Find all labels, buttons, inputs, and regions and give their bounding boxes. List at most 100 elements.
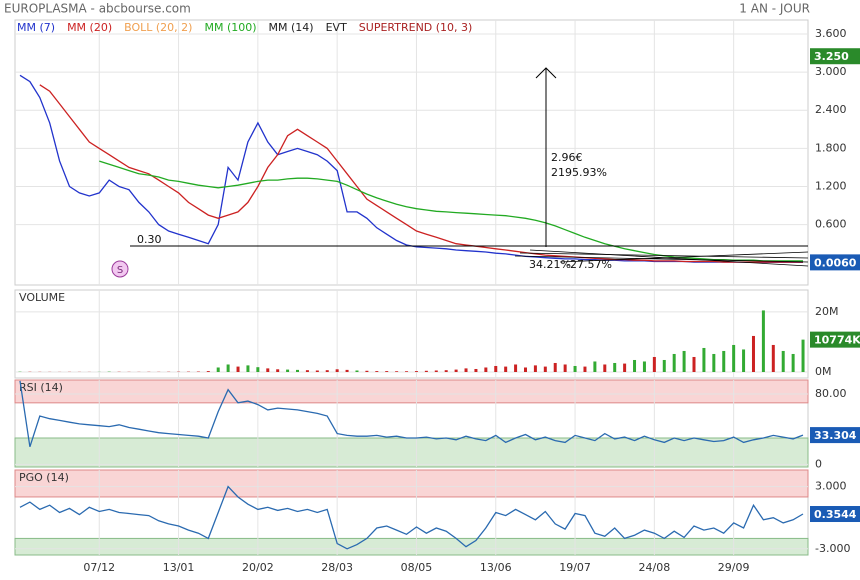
last-value-label-box	[810, 506, 860, 523]
volume-bar	[236, 366, 240, 372]
volume-bar	[781, 350, 785, 372]
volume-bar	[256, 367, 260, 372]
last-value-label-box	[810, 254, 860, 271]
overbought-zone	[14, 469, 809, 498]
series-line	[19, 485, 804, 550]
legend-entry: MM (100)	[204, 21, 256, 34]
volume-bar	[543, 366, 547, 372]
legend-entry: MM (7)	[17, 21, 55, 34]
plot-area: 3.600 3.000 2.400 1.800 1.200 0.600 0.0060 3.25…	[14, 19, 860, 574]
last-value-label: 0.3544	[814, 508, 857, 521]
volume-bar	[623, 363, 627, 372]
volume-bar	[702, 347, 706, 372]
volume-bar	[335, 369, 339, 372]
volume-bar	[533, 365, 537, 372]
volume-bar	[424, 370, 428, 372]
volume-bar	[276, 369, 280, 372]
volume-bar	[405, 371, 409, 372]
overbought-zone	[14, 379, 809, 404]
volume-bar	[454, 369, 458, 372]
last-value-label-box	[810, 427, 860, 444]
volume-bar	[553, 362, 557, 372]
volume-bar	[523, 367, 527, 372]
period: 1 AN - JOUR	[739, 2, 810, 16]
y-tick-label: 3.000	[815, 480, 847, 493]
legend-entry: EVT	[326, 21, 347, 34]
signal-marker	[111, 260, 129, 278]
volume-bar	[434, 370, 438, 372]
volume-bar	[613, 362, 617, 372]
series-line	[39, 84, 803, 263]
x-tick-label: 13/06	[480, 561, 512, 574]
legend-entry: MM (20)	[67, 21, 112, 34]
volume-bar	[682, 350, 686, 372]
volume-bar	[514, 364, 518, 372]
annotation: -27.57%	[566, 258, 612, 271]
signal-label: S	[117, 265, 123, 276]
annotation: 0.30	[137, 233, 162, 246]
page-title: EUROPLASMA - abcbourse.com	[4, 2, 191, 16]
volume-bar	[662, 359, 666, 372]
volume-bar	[226, 364, 230, 372]
volume-bar	[583, 366, 587, 372]
volume-bar	[712, 353, 716, 372]
series-line	[19, 380, 804, 447]
measure-line	[514, 255, 809, 263]
annotation: 2.96€	[551, 151, 583, 164]
y-tick-label: 1.800	[815, 141, 847, 154]
volume-bar	[504, 366, 508, 372]
last-value-label-box	[810, 331, 860, 348]
last-value-label: 0.0060	[814, 256, 857, 269]
volume-bar	[206, 371, 210, 372]
marker-label-box	[810, 48, 860, 65]
oversold-zone	[14, 437, 809, 468]
volume-bar	[325, 370, 329, 372]
panel-title: VOLUME	[19, 291, 65, 304]
y-tick-label: 2.400	[815, 103, 847, 116]
volume-bar	[216, 367, 220, 372]
volume-bar	[315, 370, 319, 372]
volume-bar	[286, 369, 290, 372]
series-line	[99, 160, 803, 262]
oversold-zone	[14, 537, 809, 556]
volume-bar	[642, 361, 646, 372]
y-tick-label: 3.600	[815, 27, 847, 40]
volume-bar	[722, 350, 726, 372]
x-tick-label: 13/01	[163, 561, 195, 574]
volume-bar	[355, 370, 359, 372]
last-value-label: 10774K	[814, 334, 860, 347]
marker-label: 3.250	[814, 50, 849, 63]
y-tick-label: 3.000	[815, 65, 847, 78]
measure-line	[559, 251, 809, 263]
volume-bar	[305, 370, 309, 372]
volume-bar	[365, 370, 369, 372]
measure-line	[519, 252, 809, 259]
volume-bar	[464, 368, 468, 372]
panel-title: RSI (14)	[19, 381, 63, 394]
volume-bar	[593, 361, 597, 372]
x-tick-label: 24/08	[639, 561, 671, 574]
x-tick-label: 07/12	[83, 561, 115, 574]
legend-entry: BOLL (20, 2)	[124, 21, 192, 34]
y-tick-label: -3.000	[815, 542, 850, 555]
volume-bar	[801, 339, 805, 372]
x-tick-label: 08/05	[401, 561, 433, 574]
volume-bar	[573, 365, 577, 372]
volume-bar	[603, 364, 607, 372]
y-tick-label: 80.00	[815, 387, 847, 400]
volume-bar	[732, 344, 736, 372]
last-value-label: 33.304	[814, 429, 857, 442]
volume-bar	[395, 371, 399, 372]
panel	[14, 19, 809, 286]
volume-bar	[474, 368, 478, 372]
volume-bar	[375, 371, 379, 372]
y-tick-label: 0.600	[815, 218, 847, 231]
volume-bar	[444, 370, 448, 372]
annotation: 2195.93%	[551, 166, 607, 179]
volume-bar	[563, 364, 567, 372]
volume-bar	[652, 356, 656, 372]
volume-bar	[266, 368, 270, 372]
volume-bar	[246, 365, 250, 372]
volume-bar	[484, 367, 488, 372]
